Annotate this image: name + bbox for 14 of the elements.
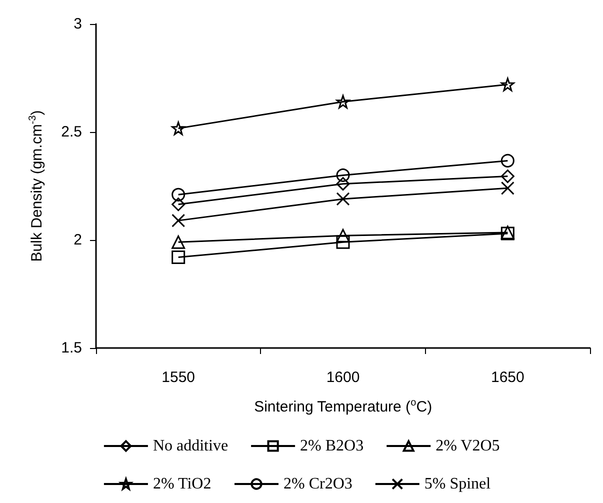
- y-tick-label: 2.5: [61, 124, 82, 140]
- x-tick-label: 1650: [490, 369, 524, 386]
- legend-label: 2% TiO2: [152, 476, 212, 492]
- x-tick-label: 1550: [162, 369, 196, 386]
- legend-label: 2% V2O5: [436, 438, 500, 454]
- legend-label: 5% Spinel: [424, 476, 492, 492]
- y-axis-title: Bulk Density (gm.cm-3): [28, 110, 46, 262]
- y-tick-label: 1.5: [61, 340, 82, 356]
- x-tick-label: 1600: [326, 369, 360, 386]
- y-tick-label: 2: [74, 232, 82, 248]
- legend-label: 2% B2O3: [300, 438, 364, 454]
- y-tick-label: 3: [74, 16, 82, 32]
- legend-label: No additive: [152, 438, 228, 454]
- legend-label: 2% Cr2O3: [283, 476, 352, 492]
